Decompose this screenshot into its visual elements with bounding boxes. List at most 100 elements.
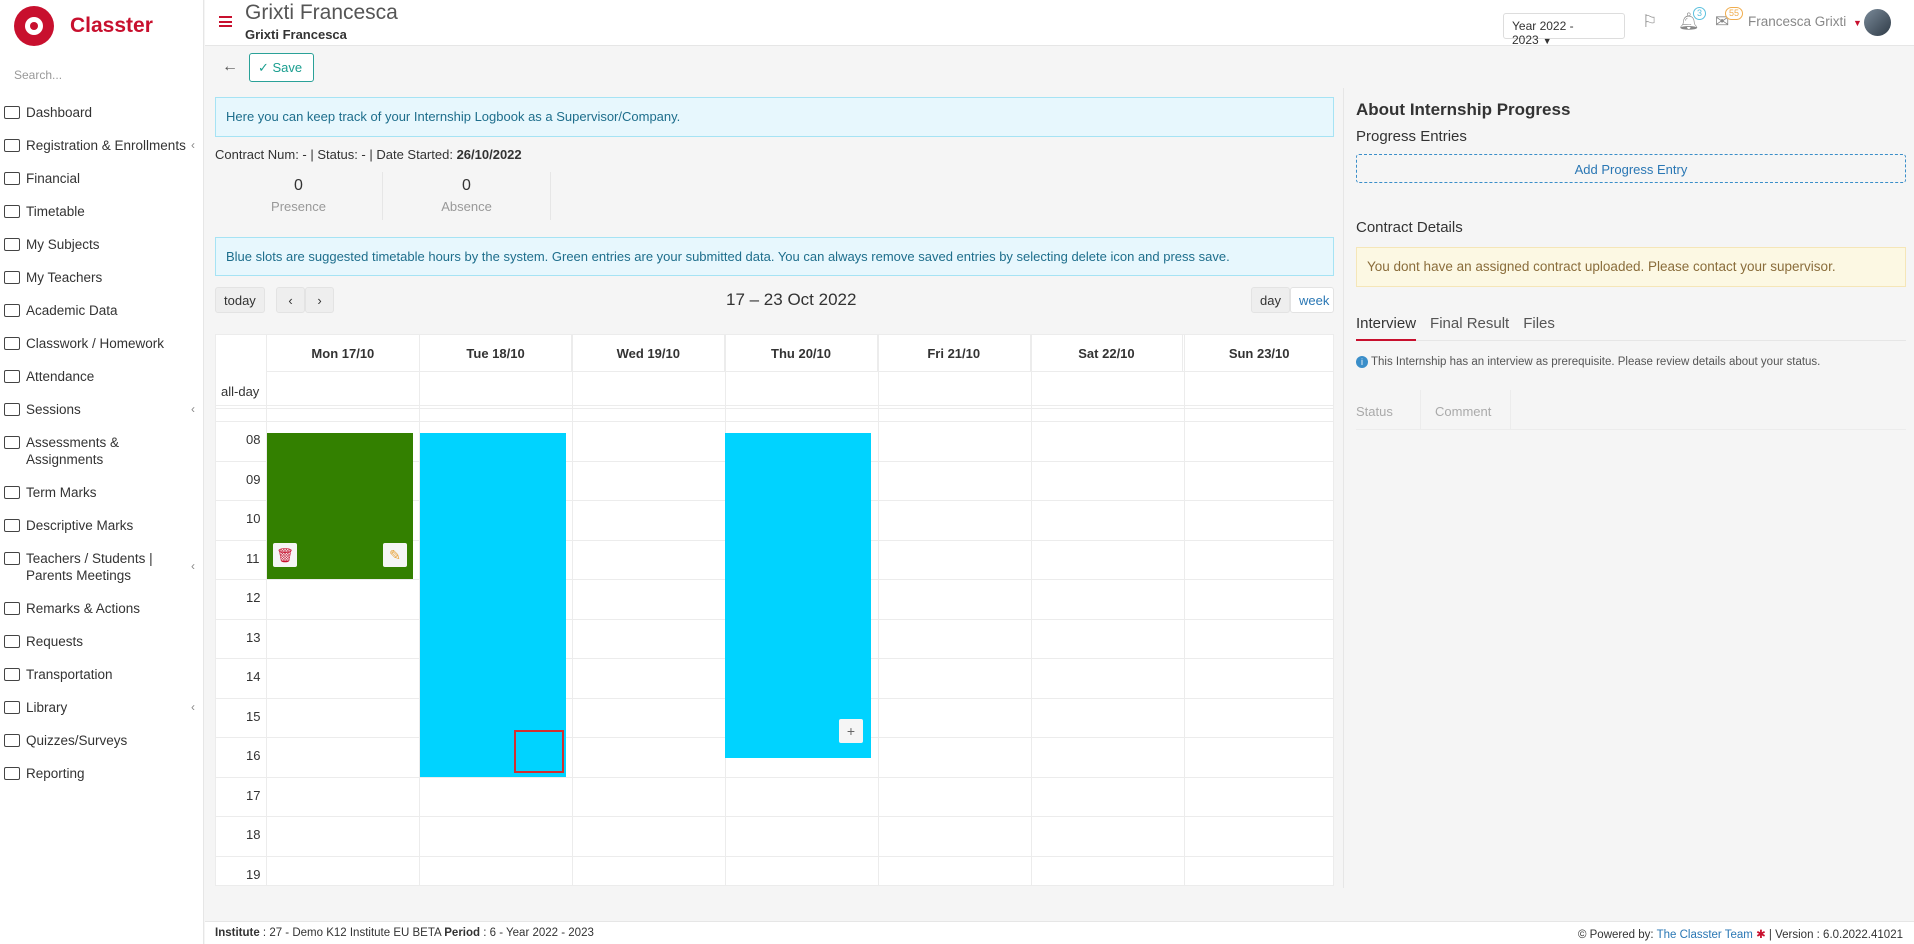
prev-week-button[interactable]: ‹ [276, 287, 305, 313]
back-arrow-icon[interactable]: ← [222, 58, 238, 75]
hour-row[interactable]: 17 [216, 776, 1333, 817]
absence-label: Absence [441, 199, 492, 214]
sidebar-item-assessments[interactable]: Assessments & Assignments [0, 426, 203, 476]
save-button[interactable]: ✓ Save [249, 53, 314, 82]
chevron-left-icon: ‹ [191, 700, 195, 714]
list-icon [4, 337, 20, 350]
day-header[interactable]: Sat 22/10 [1029, 335, 1183, 371]
search-input[interactable]: Search... [14, 68, 63, 82]
sidebar-item-descriptive-marks[interactable]: Descriptive Marks [0, 509, 203, 542]
status-column-header: Status [1356, 390, 1421, 429]
user-name[interactable]: Francesca Grixti [1748, 14, 1847, 29]
contract-warning: You dont have an assigned contract uploa… [1356, 247, 1906, 287]
page-title: Grixti Francesca [245, 1, 398, 24]
calendar-range-title: 17 – 23 Oct 2022 [726, 290, 857, 309]
day-header[interactable]: Thu 20/10 [724, 335, 877, 371]
caret-down-icon[interactable]: ▼ [1853, 18, 1862, 28]
avatar[interactable] [1864, 9, 1891, 36]
sidebar-item-academic-data[interactable]: Academic Data [0, 294, 203, 327]
brand[interactable]: Classter [0, 0, 203, 52]
day-header[interactable]: Fri 21/10 [876, 335, 1030, 371]
next-week-button[interactable]: › [305, 287, 334, 313]
hour-row[interactable]: 08 [216, 421, 1333, 461]
sidebar-item-classwork[interactable]: Classwork / Homework [0, 327, 203, 360]
sidebar-item-registration[interactable]: Registration & Enrollments ‹ [0, 129, 203, 162]
powered-by: © Powered by: The Classter Team ✱ | Vers… [1578, 927, 1903, 941]
calendar-icon [4, 205, 20, 218]
sidebar-item-label: Teachers / Students | Parents Meetings [26, 551, 153, 583]
panel-tabs: Interview Final Result Files [1356, 311, 1906, 341]
selected-slot-highlight[interactable] [514, 730, 564, 773]
sidebar-item-attendance[interactable]: Attendance [0, 360, 203, 393]
sidebar-item-label: My Subjects [26, 237, 100, 252]
envelope-icon[interactable]: ✉ 55 [1715, 7, 1743, 32]
all-day-row[interactable]: all-day [216, 372, 1333, 409]
sidebar-item-sessions[interactable]: Sessions ‹ [0, 393, 203, 426]
presence-count: 0 [294, 177, 303, 194]
sidebar-item-quizzes[interactable]: Quizzes/Surveys [0, 724, 203, 757]
sidebar-item-label: Transportation [26, 667, 113, 682]
date-started: 26/10/2022 [456, 147, 522, 162]
plus-icon[interactable]: + [839, 719, 863, 743]
today-button[interactable]: today [215, 287, 265, 313]
classter-team-link[interactable]: The Classter Team [1656, 929, 1753, 941]
sidebar-item-meetings[interactable]: Teachers / Students | Parents Meetings ‹ [0, 542, 203, 592]
week-view-button[interactable]: week [1290, 287, 1334, 313]
suggested-slot-tue[interactable] [420, 433, 566, 777]
sidebar-item-term-marks[interactable]: Term Marks [0, 476, 203, 509]
sidebar-item-label: Sessions [26, 402, 81, 417]
tab-interview[interactable]: Interview [1356, 311, 1417, 341]
pencil-icon[interactable]: ✎ [383, 543, 407, 567]
flag-icon[interactable]: ⚐ [1642, 12, 1658, 31]
sidebar-item-transportation[interactable]: Transportation [0, 658, 203, 691]
day-header[interactable]: Mon 17/10 [266, 335, 419, 371]
hamburger-menu-icon[interactable] [219, 16, 232, 27]
day-header[interactable]: Wed 19/10 [571, 335, 724, 371]
hour-label: 16 [246, 748, 261, 763]
hour-row[interactable]: 19 [216, 855, 1333, 886]
year-select[interactable]: Year 2022 - 2023 ▼ [1503, 13, 1625, 47]
hour-label: 15 [246, 708, 261, 724]
sidebar-item-requests[interactable]: Requests [0, 625, 203, 658]
book-icon [4, 238, 20, 251]
hour-label: 11 [246, 550, 260, 566]
suggested-slot-thu[interactable]: + [725, 433, 871, 758]
sidebar-item-label: Dashboard [26, 105, 93, 120]
submitted-entry-mon[interactable]: 🗑︎ ✎ [267, 433, 413, 579]
column-divider [878, 335, 879, 885]
panel-title: About Internship Progress [1356, 100, 1571, 119]
sidebar-item-label: Academic Data [26, 303, 118, 318]
comment-column-header: Comment [1421, 390, 1511, 429]
hour-row[interactable]: 18 [216, 816, 1333, 856]
copyright-icon: © [1577, 929, 1587, 941]
tab-files[interactable]: Files [1523, 315, 1555, 332]
sidebar-item-library[interactable]: Library ‹ [0, 691, 203, 724]
sidebar-item-dashboard[interactable]: Dashboard [0, 96, 203, 129]
trash-icon[interactable]: 🗑︎ [273, 543, 297, 567]
day-header[interactable]: Sun 23/10 [1182, 335, 1333, 371]
sidebar-item-label: Quizzes/Surveys [26, 733, 128, 748]
sidebar-item-my-subjects[interactable]: My Subjects [0, 228, 203, 261]
bell-icon[interactable]: 🔔︎ 3 [1678, 7, 1706, 32]
day-header[interactable]: Tue 18/10 [418, 335, 572, 371]
institute-value: : 27 - Demo K12 Institute EU BETA [259, 927, 445, 939]
add-progress-entry-button[interactable]: Add Progress Entry [1356, 154, 1906, 183]
contract-details-heading: Contract Details [1356, 219, 1463, 236]
sidebar-item-financial[interactable]: Financial [0, 162, 203, 195]
tab-final-result[interactable]: Final Result [1430, 315, 1510, 332]
year-select-value: Year 2022 - 2023 [1512, 19, 1574, 47]
sidebar: Classter Search... Dashboard Registratio… [0, 0, 204, 944]
day-view-button[interactable]: day [1251, 287, 1290, 313]
sidebar-item-reporting[interactable]: Reporting [0, 757, 203, 790]
top-header: Grixti Francesca Grixti Francesca Year 2… [205, 0, 1914, 47]
sidebar-item-timetable[interactable]: Timetable [0, 195, 203, 228]
column-divider [1184, 335, 1185, 885]
contract-info: Contract Num: - | Status: - | Date Start… [215, 147, 522, 162]
caret-down-icon: ▼ [1542, 36, 1552, 46]
sidebar-item-label: Timetable [26, 204, 85, 219]
slots-info-alert: Blue slots are suggested timetable hours… [215, 237, 1334, 276]
sidebar-item-remarks[interactable]: Remarks & Actions [0, 592, 203, 625]
sidebar-item-my-teachers[interactable]: My Teachers [0, 261, 203, 294]
users-icon [4, 552, 20, 565]
notifications-badge: 3 [1692, 7, 1706, 20]
